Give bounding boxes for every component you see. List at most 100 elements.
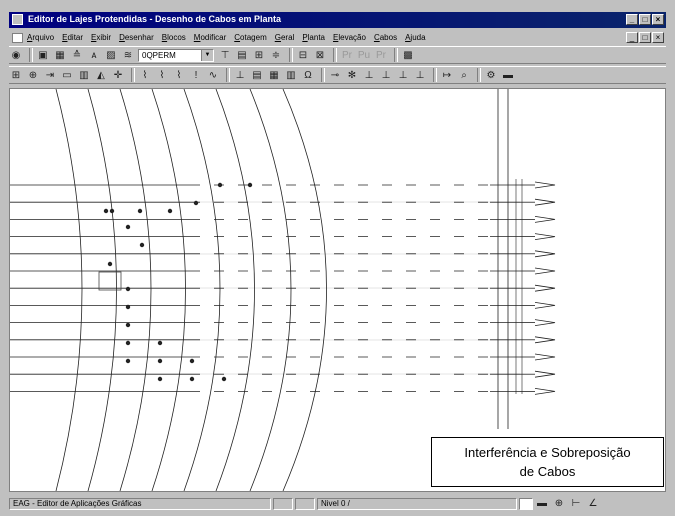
ruler-icon[interactable]: ▬ bbox=[503, 69, 513, 81]
curved-cable bbox=[119, 89, 152, 491]
ortho-icon[interactable]: ⊢ bbox=[571, 498, 581, 509]
pr-button[interactable]: Pr bbox=[342, 49, 352, 61]
chevron-down-icon[interactable]: ▼ bbox=[201, 49, 213, 61]
pu-button[interactable]: Pu bbox=[357, 49, 371, 61]
anchor-d-icon[interactable]: ⊥ bbox=[415, 69, 425, 81]
curved-cable bbox=[249, 89, 292, 491]
cable-junction bbox=[157, 358, 163, 364]
cable-junction bbox=[125, 340, 131, 346]
anchor-arrow bbox=[534, 370, 556, 378]
doc-close-button[interactable]: × bbox=[652, 32, 664, 43]
snap-b-icon[interactable]: ✻ bbox=[347, 69, 357, 81]
anchor-c-icon[interactable]: ⊥ bbox=[398, 69, 408, 81]
anchor-b-icon[interactable]: ⊥ bbox=[381, 69, 391, 81]
cable-icon[interactable]: ≋ bbox=[123, 49, 133, 61]
menu-cabos[interactable]: Cabos bbox=[373, 33, 398, 42]
drawing-canvas[interactable]: Interferência e Sobreposição de Cabos bbox=[9, 88, 666, 492]
status-level: Nivel 0 / bbox=[317, 497, 517, 510]
curved-cable bbox=[282, 89, 327, 491]
snap-icon[interactable]: ⊕ bbox=[554, 498, 564, 509]
toolbar-tools: ⊞ ⊕ ⇥ ▭ ▥ ◭ ✛ ⌇ ⌇ ⌇ ! ∿ ⊥ ▤ ▦ ▥ Ω ⊸ ✻ ⊥ … bbox=[9, 66, 666, 84]
menu-modificar[interactable]: Modificar bbox=[193, 33, 227, 42]
doc-restore-button[interactable]: □ bbox=[639, 32, 651, 43]
circle-icon[interactable]: ◉ bbox=[11, 49, 21, 61]
grid-a-icon[interactable]: ⊞ bbox=[11, 69, 21, 81]
toolbar-separator bbox=[321, 68, 325, 82]
profile-icon[interactable]: ⊠ bbox=[315, 49, 325, 61]
close-button[interactable]: × bbox=[652, 14, 664, 25]
minimize-button[interactable]: _ bbox=[626, 14, 638, 25]
menu-ajuda[interactable]: Ajuda bbox=[405, 33, 426, 42]
anchor-a-icon[interactable]: ⊥ bbox=[364, 69, 374, 81]
omega-icon[interactable]: Ω bbox=[304, 69, 312, 81]
menu-elevacao[interactable]: Elevação bbox=[333, 33, 366, 42]
table-icon[interactable]: ▤ bbox=[237, 49, 247, 61]
toolbar-separator bbox=[289, 48, 293, 62]
document-controls: _ □ × bbox=[626, 32, 664, 43]
maximize-button[interactable]: □ bbox=[639, 14, 651, 25]
grid-b-icon[interactable]: ⊕ bbox=[28, 69, 38, 81]
cable-junction bbox=[157, 340, 163, 346]
triangle-icon[interactable]: ◭ bbox=[97, 69, 105, 81]
dims-icon[interactable]: ▥ bbox=[79, 69, 89, 81]
tent-icon[interactable]: ⊥ bbox=[235, 69, 245, 81]
anchor-icon[interactable]: ⊞ bbox=[254, 49, 264, 61]
cable-junction bbox=[189, 358, 195, 364]
doc-minimize-button[interactable]: _ bbox=[626, 32, 638, 43]
cable-junction bbox=[109, 208, 115, 214]
menu-planta[interactable]: Planta bbox=[302, 33, 326, 42]
hatch-icon[interactable]: ▨ bbox=[106, 49, 116, 61]
cable-junction bbox=[125, 322, 131, 328]
layer-b-icon[interactable]: ▦ bbox=[269, 69, 279, 81]
title-bar[interactable]: Editor de Lajes Protendidas - Desenho de… bbox=[9, 12, 666, 28]
status-color-swatch[interactable] bbox=[519, 497, 533, 510]
menu-arquivo[interactable]: Arquivo bbox=[27, 33, 55, 42]
menu-cotagem[interactable]: Cotagem bbox=[234, 33, 267, 42]
grid-icon[interactable]: ▦ bbox=[55, 49, 65, 61]
curved-cable bbox=[151, 89, 186, 491]
spring-b-icon[interactable]: ⌇ bbox=[159, 69, 165, 81]
cable-plan-drawing bbox=[10, 89, 556, 491]
toolbar-separator bbox=[29, 48, 33, 62]
layer-c-icon[interactable]: ▥ bbox=[286, 69, 296, 81]
frame-icon[interactable]: ⊟ bbox=[298, 49, 308, 61]
angle-icon[interactable]: ∠ bbox=[588, 498, 598, 509]
wave-icon[interactable]: ∿ bbox=[208, 69, 218, 81]
menu-editar[interactable]: Editar bbox=[62, 33, 84, 42]
snap-a-icon[interactable]: ⊸ bbox=[330, 69, 340, 81]
text-size-icon[interactable]: ᴀ bbox=[91, 49, 97, 61]
measure-icon[interactable]: ↦ bbox=[442, 69, 452, 81]
menu-blocos[interactable]: Blocos bbox=[161, 33, 186, 42]
arrow-h-icon[interactable]: ⇥ bbox=[45, 69, 55, 81]
document-icon[interactable] bbox=[12, 32, 23, 43]
spring-c-icon[interactable]: ⌇ bbox=[176, 69, 182, 81]
stack-icon[interactable]: ≑ bbox=[271, 49, 281, 61]
layer-select[interactable]: 0QPERM ▼ bbox=[138, 48, 214, 62]
plan-icon[interactable]: ▣ bbox=[38, 49, 48, 61]
menu-exibir[interactable]: Exibir bbox=[91, 33, 112, 42]
cable-junction bbox=[125, 304, 131, 310]
save-block-icon[interactable]: ▩ bbox=[403, 49, 413, 61]
rect-icon[interactable]: ▭ bbox=[62, 69, 72, 81]
props-icon[interactable]: ⚙ bbox=[486, 69, 496, 81]
cable-junction bbox=[167, 208, 173, 214]
menu-geral[interactable]: Geral bbox=[274, 33, 295, 42]
dim-icon[interactable]: ⊤ bbox=[220, 49, 230, 61]
cable-junction bbox=[217, 182, 223, 188]
spring-a-icon[interactable]: ⌇ bbox=[142, 69, 148, 81]
excl-icon[interactable]: ! bbox=[194, 69, 198, 81]
cross-icon[interactable]: ✛ bbox=[113, 69, 123, 81]
curved-cable bbox=[87, 89, 117, 491]
app-icon[interactable] bbox=[12, 14, 23, 25]
anchor-arrow bbox=[534, 319, 556, 326]
menu-desenhar[interactable]: Desenhar bbox=[119, 33, 154, 42]
cable-junction bbox=[139, 242, 145, 248]
lineweight-icon[interactable]: ▬ bbox=[537, 498, 547, 509]
pr2-button[interactable]: Pr bbox=[376, 49, 386, 61]
align-icon[interactable]: ≙ bbox=[72, 49, 82, 61]
layer-a-icon[interactable]: ▤ bbox=[252, 69, 262, 81]
zoom-icon[interactable]: ⌕ bbox=[461, 69, 467, 81]
cable-junction bbox=[103, 208, 109, 214]
toolbar-separator bbox=[433, 68, 437, 82]
